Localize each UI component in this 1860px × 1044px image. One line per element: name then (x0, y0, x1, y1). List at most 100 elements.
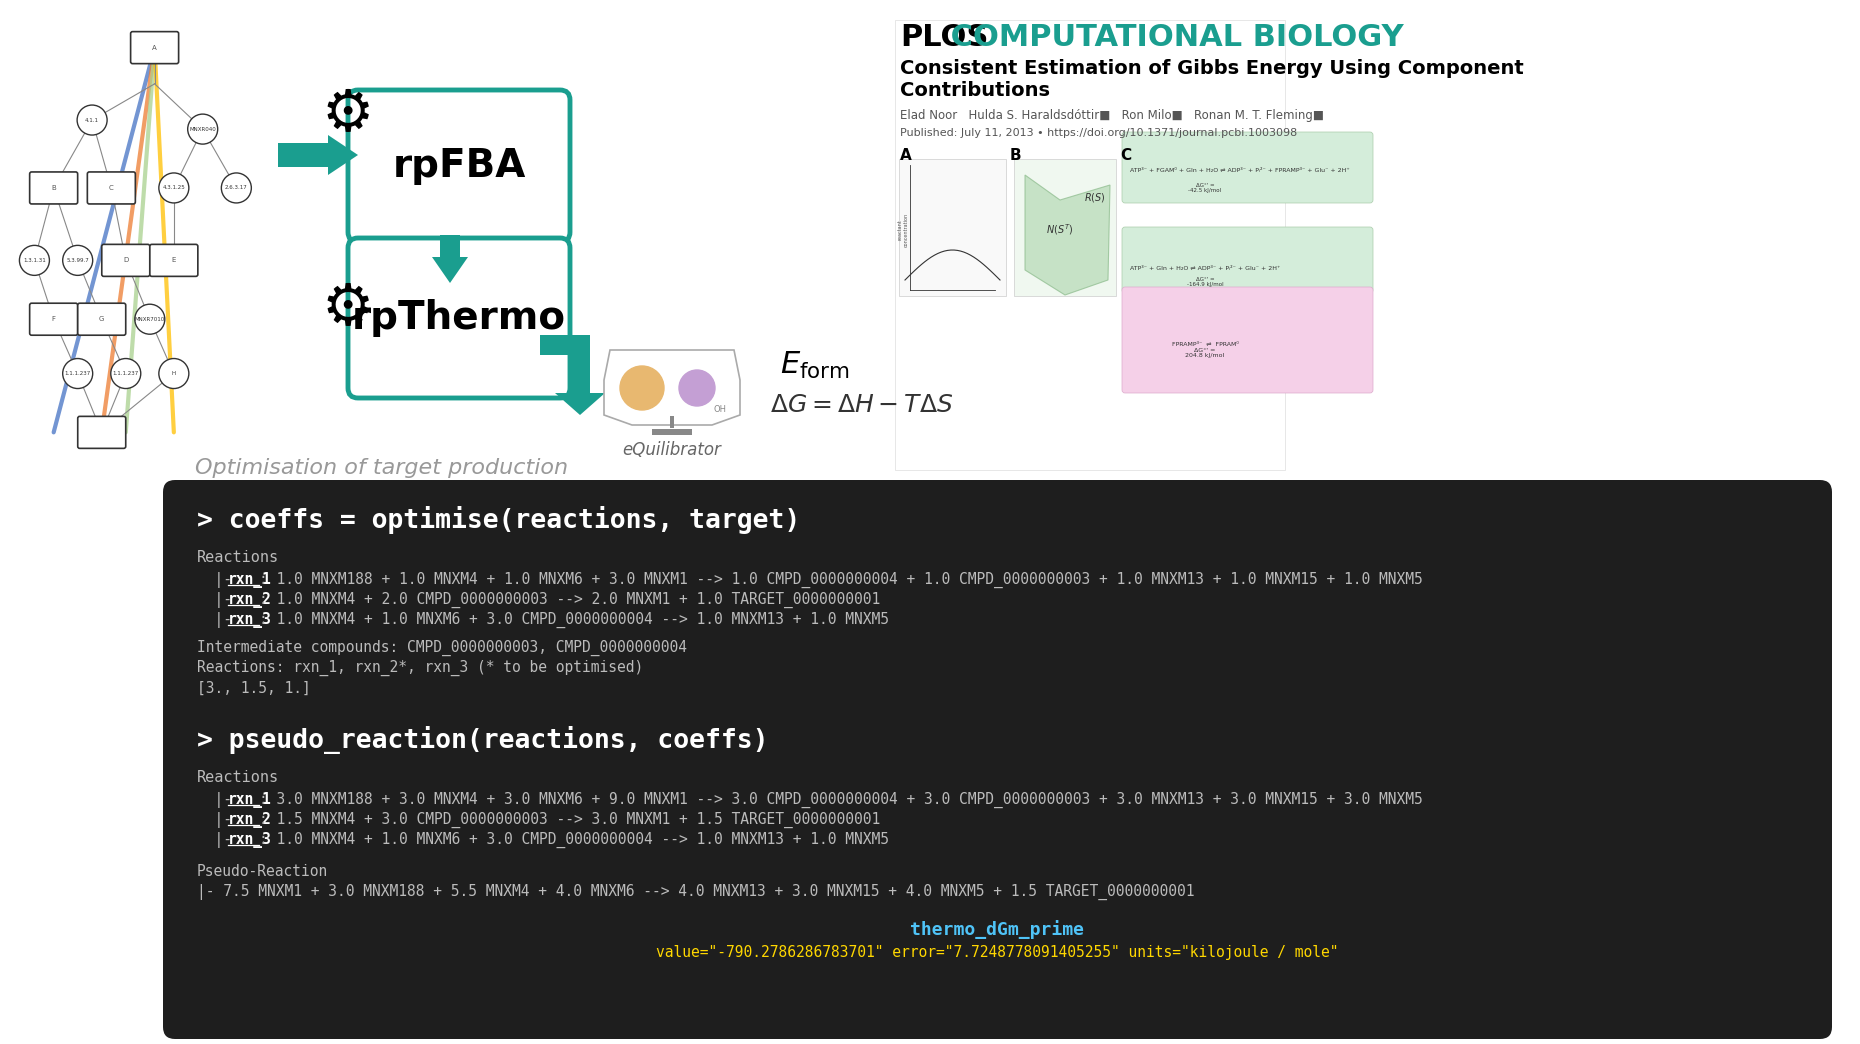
FancyBboxPatch shape (151, 244, 197, 277)
Circle shape (63, 245, 93, 276)
Text: |-: |- (197, 572, 240, 588)
Text: Intermediate compounds: CMPD_0000000003, CMPD_0000000004: Intermediate compounds: CMPD_0000000003,… (197, 640, 686, 656)
FancyBboxPatch shape (1014, 159, 1116, 296)
Text: 4.1.1: 4.1.1 (86, 118, 99, 122)
Circle shape (679, 370, 714, 406)
Text: F: F (52, 316, 56, 323)
FancyBboxPatch shape (895, 20, 1285, 470)
Text: $E_\mathrm{form}$: $E_\mathrm{form}$ (779, 350, 850, 381)
Text: Reactions: rxn_1, rxn_2*, rxn_3 (* to be optimised): Reactions: rxn_1, rxn_2*, rxn_3 (* to be… (197, 660, 644, 677)
Text: ΔG°' =
-42.5 kJ/mol: ΔG°' = -42.5 kJ/mol (1189, 183, 1222, 193)
FancyBboxPatch shape (1122, 287, 1373, 393)
Circle shape (63, 358, 93, 388)
FancyBboxPatch shape (898, 159, 1006, 296)
Text: H: H (171, 371, 177, 376)
Text: > pseudo_reaction(reactions, coeffs): > pseudo_reaction(reactions, coeffs) (197, 726, 768, 754)
Text: : 3.0 MNXM188 + 3.0 MNXM4 + 3.0 MNXM6 + 9.0 MNXM1 --> 3.0 CMPD_0000000004 + 3.0 : : 3.0 MNXM188 + 3.0 MNXM4 + 3.0 MNXM6 + … (259, 792, 1423, 808)
Text: rxn_2: rxn_2 (229, 812, 272, 828)
Text: rxn_1: rxn_1 (229, 572, 272, 588)
Text: ATP³⁻ + FGAM⁰ + Gln + H₂O ⇌ ADP³⁻ + Pᵢ²⁻ + FPRAMP³⁻ + Glu⁻ + 2H⁺: ATP³⁻ + FGAM⁰ + Gln + H₂O ⇌ ADP³⁻ + Pᵢ²⁻… (1131, 167, 1350, 172)
Text: 1.1.1.237: 1.1.1.237 (65, 371, 91, 376)
FancyBboxPatch shape (130, 31, 179, 64)
Text: E: E (171, 258, 177, 263)
Text: Reactions: Reactions (197, 550, 279, 566)
Text: ⚙: ⚙ (322, 280, 374, 336)
Text: : 1.0 MNXM4 + 1.0 MNXM6 + 3.0 CMPD_0000000004 --> 1.0 MNXM13 + 1.0 MNXM5: : 1.0 MNXM4 + 1.0 MNXM6 + 3.0 CMPD_00000… (259, 832, 889, 848)
Circle shape (158, 173, 190, 203)
Text: MNXR7010: MNXR7010 (134, 316, 166, 322)
Text: : 1.0 MNXM4 + 2.0 CMPD_0000000003 --> 2.0 MNXM1 + 1.0 TARGET_0000000001: : 1.0 MNXM4 + 2.0 CMPD_0000000003 --> 2.… (259, 592, 880, 608)
FancyBboxPatch shape (1122, 227, 1373, 293)
Text: rxn_3: rxn_3 (229, 612, 272, 628)
Text: Contributions: Contributions (900, 80, 1051, 99)
Text: MNXR040: MNXR040 (190, 126, 216, 132)
Bar (670, 416, 673, 428)
Text: FPRAMP³⁻  ⇌  FPRAM⁰
ΔG°' =
204.8 kJ/mol: FPRAMP³⁻ ⇌ FPRAM⁰ ΔG°' = 204.8 kJ/mol (1172, 341, 1239, 358)
FancyBboxPatch shape (1122, 132, 1373, 203)
Text: 2.6.3.17: 2.6.3.17 (225, 186, 247, 190)
FancyBboxPatch shape (78, 417, 126, 448)
Text: |- 7.5 MNXM1 + 3.0 MNXM188 + 5.5 MNXM4 + 4.0 MNXM6 --> 4.0 MNXM13 + 3.0 MNXM15 +: |- 7.5 MNXM1 + 3.0 MNXM188 + 5.5 MNXM4 +… (197, 884, 1194, 900)
Text: C: C (110, 185, 113, 191)
Circle shape (76, 105, 108, 135)
Text: |-: |- (197, 592, 240, 608)
Text: : 1.0 MNXM188 + 1.0 MNXM4 + 1.0 MNXM6 + 3.0 MNXM1 --> 1.0 CMPD_0000000004 + 1.0 : : 1.0 MNXM188 + 1.0 MNXM4 + 1.0 MNXM6 + … (259, 572, 1423, 588)
Text: 4.3.1.25: 4.3.1.25 (162, 186, 186, 190)
Text: rpFBA: rpFBA (392, 147, 526, 185)
Text: thermo_dGm_prime: thermo_dGm_prime (910, 921, 1084, 940)
Polygon shape (432, 257, 469, 283)
Text: rxn_1: rxn_1 (229, 792, 272, 808)
Text: B: B (1010, 147, 1021, 163)
Text: |-: |- (197, 792, 240, 808)
Text: reactant
concentration: reactant concentration (898, 213, 908, 247)
Circle shape (188, 114, 218, 144)
Text: PLOS: PLOS (900, 24, 988, 52)
FancyBboxPatch shape (164, 480, 1832, 1039)
Text: rxn_2: rxn_2 (229, 592, 272, 608)
Text: value="-790.2786286783701" error="7.7248778091405255" units="kilojoule / mole": value="-790.2786286783701" error="7.7248… (657, 945, 1337, 959)
Text: 1.1.1.237: 1.1.1.237 (113, 371, 140, 376)
Polygon shape (277, 143, 327, 167)
Text: G: G (99, 316, 104, 323)
Text: D: D (123, 258, 128, 263)
Circle shape (19, 245, 50, 276)
Text: $R(S)$: $R(S)$ (1084, 191, 1107, 205)
Text: 1.3.1.31: 1.3.1.31 (22, 258, 46, 263)
Bar (653, 429, 692, 435)
Bar (569, 345, 590, 400)
Circle shape (221, 173, 251, 203)
Text: |-: |- (197, 612, 240, 628)
Text: ⚙: ⚙ (322, 87, 374, 143)
Text: |-: |- (197, 832, 240, 848)
FancyBboxPatch shape (348, 238, 569, 398)
Text: > coeffs = optimise(reactions, target): > coeffs = optimise(reactions, target) (197, 506, 800, 533)
Polygon shape (554, 390, 604, 416)
Text: C: C (1120, 147, 1131, 163)
Text: 5.3.99.7: 5.3.99.7 (67, 258, 89, 263)
FancyBboxPatch shape (348, 90, 569, 242)
Text: Reactions: Reactions (197, 770, 279, 785)
Circle shape (134, 304, 166, 334)
Text: eQuilibrator: eQuilibrator (623, 441, 722, 459)
Text: A: A (153, 45, 156, 50)
Text: rxn_3: rxn_3 (229, 832, 272, 848)
FancyBboxPatch shape (87, 172, 136, 204)
Circle shape (619, 366, 664, 410)
Text: COMPUTATIONAL BIOLOGY: COMPUTATIONAL BIOLOGY (939, 24, 1404, 52)
FancyBboxPatch shape (30, 172, 78, 204)
Polygon shape (441, 235, 459, 257)
FancyBboxPatch shape (30, 303, 78, 335)
Text: Optimisation of target production: Optimisation of target production (195, 458, 567, 478)
FancyBboxPatch shape (102, 244, 151, 277)
Text: : 1.0 MNXM4 + 1.0 MNXM6 + 3.0 CMPD_0000000004 --> 1.0 MNXM13 + 1.0 MNXM5: : 1.0 MNXM4 + 1.0 MNXM6 + 3.0 CMPD_00000… (259, 612, 889, 628)
Text: rpThermo: rpThermo (352, 299, 565, 337)
Text: [3., 1.5, 1.]: [3., 1.5, 1.] (197, 681, 311, 695)
FancyBboxPatch shape (78, 303, 126, 335)
Text: Elad Noor   Hulda S. Haraldsdóttir■   Ron Milo■   Ronan M. T. Fleming■: Elad Noor Hulda S. Haraldsdóttir■ Ron Mi… (900, 109, 1324, 121)
Text: Pseudo-Reaction: Pseudo-Reaction (197, 864, 327, 879)
Polygon shape (604, 350, 740, 425)
Text: Published: July 11, 2013 • https://doi.org/10.1371/journal.pcbi.1003098: Published: July 11, 2013 • https://doi.o… (900, 128, 1296, 138)
Text: : 1.5 MNXM4 + 3.0 CMPD_0000000003 --> 3.0 MNXM1 + 1.5 TARGET_0000000001: : 1.5 MNXM4 + 3.0 CMPD_0000000003 --> 3.… (259, 812, 880, 828)
Circle shape (112, 358, 141, 388)
Text: Consistent Estimation of Gibbs Energy Using Component: Consistent Estimation of Gibbs Energy Us… (900, 58, 1523, 77)
